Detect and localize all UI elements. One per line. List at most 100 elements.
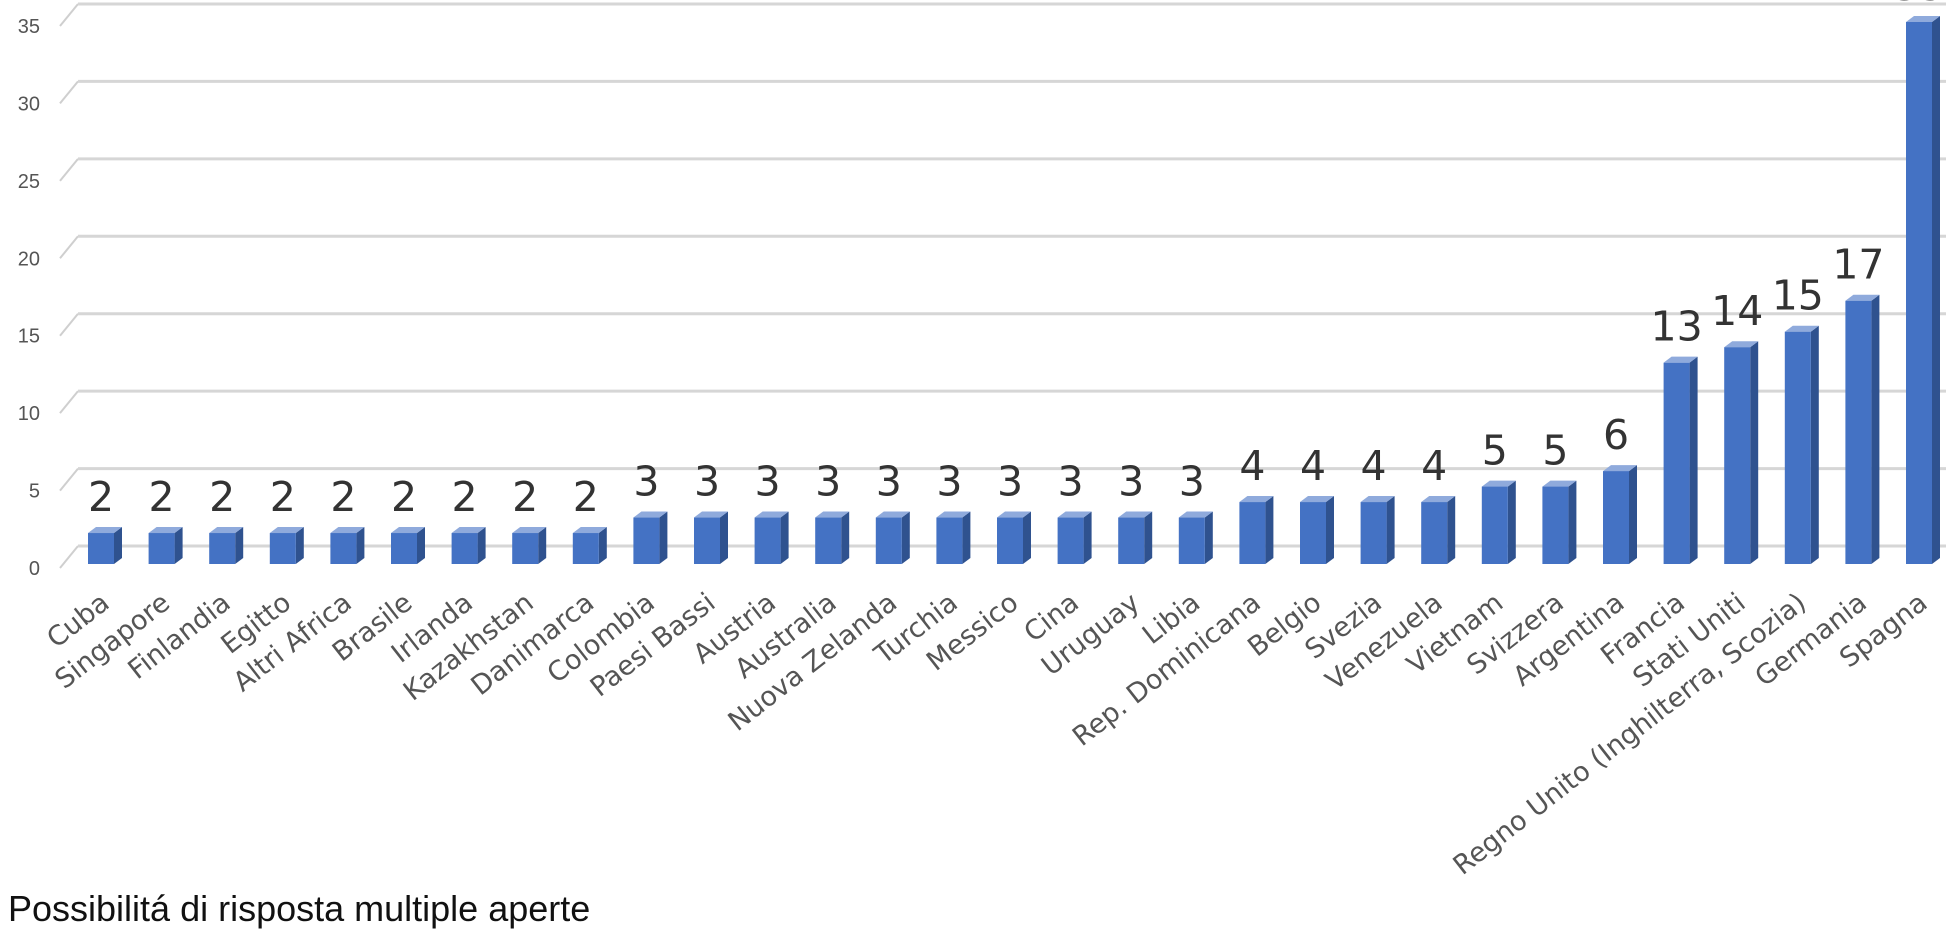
bar-front [936,517,963,564]
y-tick-label: 10 [18,403,40,425]
data-label: 35 [1893,0,1945,10]
bar-top [391,527,425,534]
bar-front [875,517,902,564]
bar [633,511,668,564]
bar-top [997,511,1031,518]
bar-top [936,511,971,518]
bar-top [330,527,365,534]
bar [1906,16,1940,564]
bar-side [598,527,607,564]
bar [694,511,728,564]
bar-side [1568,480,1577,564]
data-label: 14 [1711,287,1763,335]
data-label: 15 [1772,272,1824,320]
data-label: 6 [1603,411,1629,459]
bar-top [1178,511,1213,518]
bar [148,527,183,564]
bar-top [451,527,486,534]
data-label: 2 [452,473,478,521]
bar-top [1360,496,1395,503]
bar-front [1178,517,1205,564]
bar-top [1542,480,1577,487]
bar-front [1906,22,1932,564]
bar-side [1689,356,1698,564]
gridline-diag [59,390,79,414]
y-tick-label: 0 [29,558,40,580]
bar [512,527,547,564]
y-tick-label: 30 [18,93,40,115]
bar-top [1421,496,1456,503]
bar-top [1663,356,1698,363]
data-label: 3 [815,458,841,506]
bar-side [720,511,728,564]
bar [936,511,971,564]
bar-top [148,527,183,534]
bar-side [1810,325,1819,564]
data-labels: 222222222333333333344445561314151735 [88,0,1945,521]
bar [1784,325,1819,564]
bar [88,527,122,564]
bar-front [512,533,539,564]
bar-side [1386,496,1395,564]
y-tick-label: 25 [18,171,40,193]
bar [1239,496,1274,564]
bar [1360,496,1395,564]
bar-side [901,511,910,564]
data-label: 5 [1482,427,1508,475]
data-label: 2 [512,473,538,521]
data-label: 3 [997,458,1023,506]
bar-side [356,527,365,564]
bar-top [754,511,789,518]
bar-front [754,517,781,564]
bar [754,511,789,564]
bar-top [1300,496,1334,503]
bar [1845,294,1880,564]
bar-side [1083,511,1092,564]
gridline-diag [59,235,79,259]
bar-top [572,527,607,534]
bar-front [572,533,599,564]
bar-top [209,527,244,534]
bars [88,16,1940,564]
bar-side [1507,480,1516,564]
bar-top [1239,496,1274,503]
bar-front [148,533,175,564]
bar [1178,511,1213,564]
bar [269,527,304,564]
bar-front [209,533,236,564]
y-tick-label: 15 [18,326,40,348]
data-label: 4 [1361,442,1387,490]
bar [1300,496,1334,564]
data-label: 2 [209,473,235,521]
bar [451,527,486,564]
bar [1057,511,1092,564]
data-label: 2 [88,473,114,521]
data-label: 3 [1118,458,1144,506]
bar [330,527,365,564]
bar-front [1300,502,1326,564]
bar-side [1871,294,1880,564]
data-label: 4 [1421,442,1447,490]
bar-front [1663,362,1690,564]
bar-side [1265,496,1274,564]
bar [875,511,910,564]
bar [1663,356,1698,564]
bar-front [1481,486,1508,564]
bar [572,527,607,564]
bar-top [694,511,728,518]
y-tick-label: 35 [18,16,40,38]
bar [1542,480,1577,564]
bar-side [659,511,668,564]
bar-top [1481,480,1516,487]
bar-front [391,533,417,564]
data-label: 3 [876,458,902,506]
data-label: 13 [1651,303,1703,351]
bar-front [633,517,660,564]
data-label: 2 [330,473,356,521]
data-label: 5 [1542,427,1568,475]
gridline-diag [59,3,79,27]
bar-side [1023,511,1031,564]
bar-side [1447,496,1456,564]
